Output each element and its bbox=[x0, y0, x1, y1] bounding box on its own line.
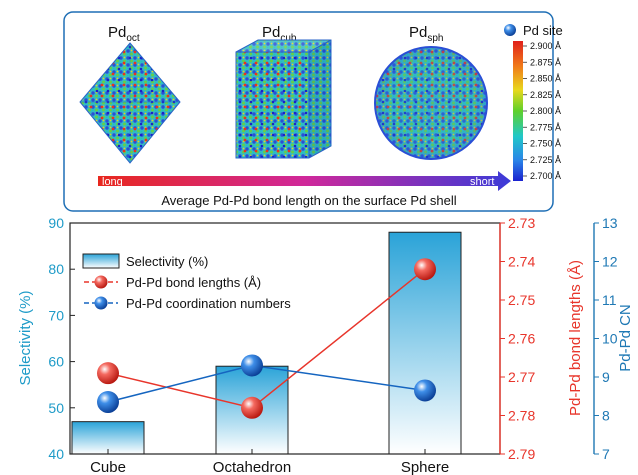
right-outer-axis-tick-label: 13 bbox=[602, 215, 618, 231]
top-panel: Pdoct Pdcub Pdsph bbox=[63, 11, 563, 212]
right-inner-axis-tick-label: 2.77 bbox=[508, 369, 535, 385]
colorbar-tick-label: 2.875 Å bbox=[530, 57, 561, 67]
legend-label-selectivity: Selectivity (%) bbox=[126, 254, 208, 269]
right-inner-axis: 2.73 2.74 2.75 2.76 2.77 2.78 2.79 bbox=[499, 215, 535, 462]
colorbar-tick-label: 2.800 Å bbox=[530, 106, 561, 116]
cube-particle-image bbox=[235, 39, 332, 159]
bond-length-arrow bbox=[98, 171, 511, 191]
right-outer-axis-tick-label: 8 bbox=[602, 408, 610, 424]
panel-caption: Average Pd-Pd bond length on the surface… bbox=[161, 193, 456, 208]
colorbar-tick-label: 2.775 Å bbox=[530, 122, 561, 132]
right-outer-axis-tick-label: 9 bbox=[602, 369, 610, 385]
x-axis-tick-label: Sphere bbox=[401, 459, 449, 475]
particle-label-sph: Pdsph bbox=[409, 24, 443, 44]
right-outer-axis-tick-label: 12 bbox=[602, 254, 618, 270]
bar-octahedron bbox=[215, 365, 289, 455]
right-inner-axis-label: Pd-Pd bond lengths (Å) bbox=[567, 260, 584, 416]
bar-cube bbox=[71, 421, 145, 455]
chart-legend: Selectivity (%) Pd-Pd bond lengths (Å) P… bbox=[82, 253, 291, 311]
sphere-particle-image bbox=[374, 46, 488, 160]
left-axis-tick-label: 50 bbox=[48, 400, 64, 416]
x-axis: Cube Octahedron Sphere bbox=[90, 449, 449, 475]
bond-length-point-sphere bbox=[414, 258, 436, 281]
right-inner-axis-tick-label: 2.73 bbox=[508, 215, 535, 231]
arrow-label-short: short bbox=[470, 176, 494, 188]
right-outer-axis-tick-label: 7 bbox=[602, 446, 610, 462]
left-axis-tick-label: 70 bbox=[48, 307, 64, 323]
right-outer-axis-label: Pd-Pd CN bbox=[617, 304, 634, 372]
x-axis-tick-label: Cube bbox=[90, 459, 126, 475]
colorbar-ticks: 2.900 Å 2.875 Å 2.850 Å 2.825 Å 2.800 Å 2.775… bbox=[523, 41, 561, 181]
particle-label-oct: Pdoct bbox=[108, 24, 140, 44]
pd-site-legend-sphere bbox=[504, 24, 516, 36]
colorbar-tick-label: 2.725 Å bbox=[530, 155, 561, 165]
left-axis-tick-label: 40 bbox=[48, 446, 64, 462]
colorbar-tick-label: 2.750 Å bbox=[530, 139, 561, 149]
left-axis-label: Selectivity (%) bbox=[17, 290, 34, 385]
colorbar-tick-label: 2.900 Å bbox=[530, 41, 561, 51]
legend-marker-bond bbox=[94, 275, 108, 289]
arrow-label-long: long bbox=[102, 176, 123, 188]
particle-label-cub: Pdcub bbox=[262, 24, 297, 44]
bars bbox=[71, 231, 462, 455]
right-outer-axis-tick-label: 10 bbox=[602, 331, 618, 347]
coordination-number-point-octahedron bbox=[241, 354, 263, 377]
octahedron-particle-image bbox=[79, 42, 181, 164]
right-outer-axis-tick-label: 11 bbox=[602, 292, 617, 308]
pd-site-legend-label: Pd site bbox=[523, 23, 563, 38]
right-inner-axis-tick-label: 2.75 bbox=[508, 292, 535, 308]
right-inner-axis-tick-label: 2.79 bbox=[508, 446, 535, 462]
colorbar-tick-label: 2.850 Å bbox=[530, 74, 561, 84]
bond-length-point-cube bbox=[97, 362, 119, 385]
legend-marker-cn bbox=[94, 296, 108, 310]
colorbar-tick-label: 2.700 Å bbox=[530, 171, 561, 181]
left-axis: 40 50 60 70 80 90 bbox=[48, 215, 75, 462]
coordination-number-point-sphere bbox=[414, 379, 436, 402]
colorbar bbox=[513, 41, 523, 181]
coordination-number-point-cube bbox=[97, 391, 119, 414]
colorbar-tick-label: 2.825 Å bbox=[530, 90, 561, 100]
legend-label-cn: Pd-Pd coordination numbers bbox=[126, 296, 291, 311]
left-axis-tick-label: 60 bbox=[48, 354, 64, 370]
left-axis-tick-label: 90 bbox=[48, 215, 64, 231]
right-inner-axis-tick-label: 2.78 bbox=[508, 408, 535, 424]
right-inner-axis-tick-label: 2.74 bbox=[508, 254, 535, 270]
bond-length-point-octahedron bbox=[241, 396, 263, 419]
x-axis-tick-label: Octahedron bbox=[213, 459, 291, 475]
legend-label-bond: Pd-Pd bond lengths (Å) bbox=[126, 275, 261, 290]
right-inner-axis-tick-label: 2.76 bbox=[508, 331, 535, 347]
left-axis-tick-label: 80 bbox=[48, 261, 64, 277]
legend-swatch-selectivity bbox=[82, 253, 120, 269]
right-outer-axis: 7 8 9 10 11 12 13 bbox=[593, 215, 618, 462]
series-lines bbox=[97, 258, 436, 419]
